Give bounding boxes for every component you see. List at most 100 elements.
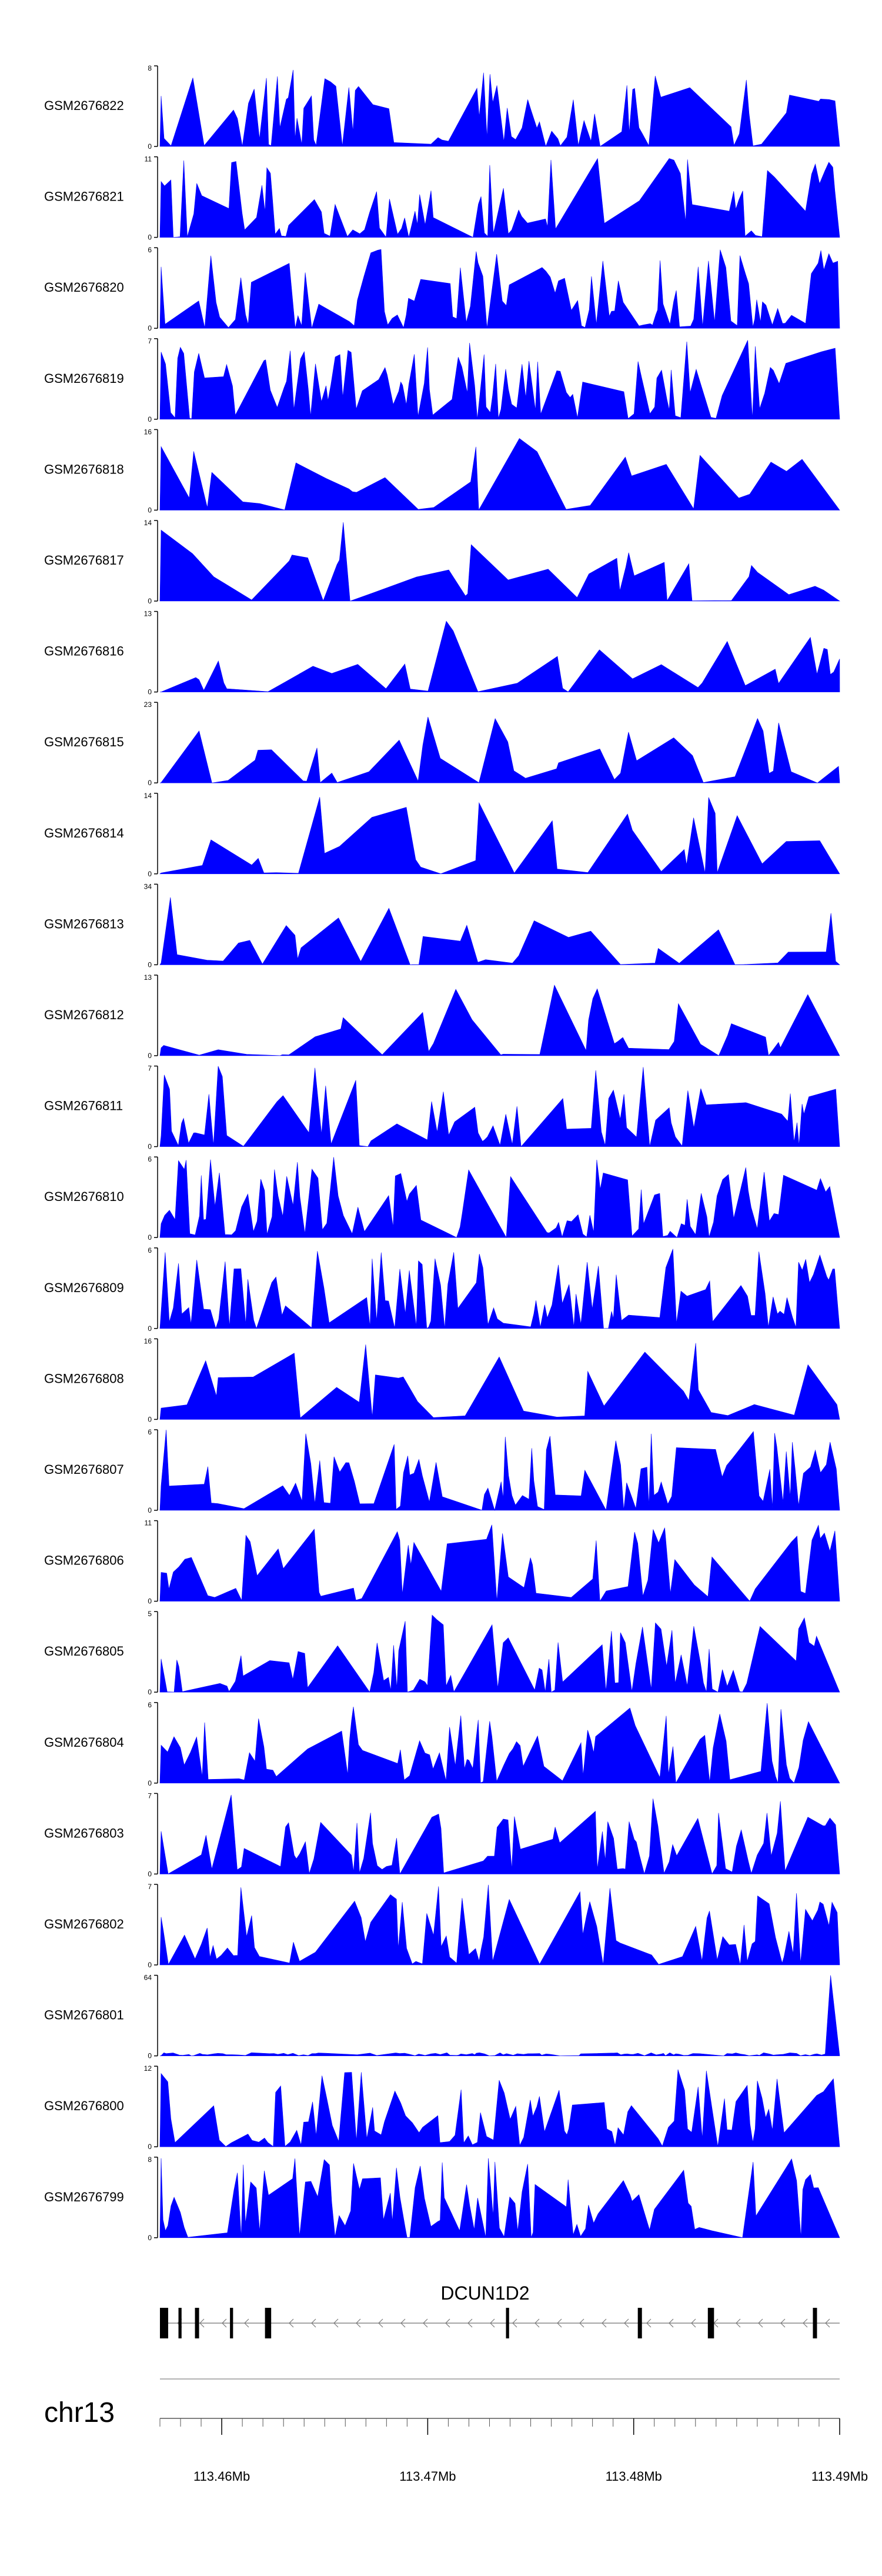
strand-chevron (780, 2318, 786, 2328)
y-tick-label: 0 (148, 1870, 152, 1878)
y-tick-label: 0 (148, 2234, 152, 2242)
coverage-area (159, 158, 840, 238)
y-tick-label: 0 (148, 1779, 152, 1787)
coverage-area (159, 1343, 840, 1420)
track-label: GSM2676806 (44, 1553, 124, 1568)
exon (195, 2308, 199, 2338)
coverage-area (159, 620, 840, 692)
y-tick-label: 0 (148, 870, 152, 878)
strand-chevron (691, 2318, 696, 2328)
strand-chevron (646, 2318, 652, 2328)
y-tick-label: 12 (144, 2064, 152, 2073)
y-tick-label: 13 (144, 973, 152, 982)
y-tick-label: 0 (148, 415, 152, 423)
y-tick-label: 14 (144, 792, 152, 800)
exon (160, 2308, 169, 2338)
coverage-area (159, 1157, 840, 1239)
track-label: GSM2676821 (44, 189, 124, 204)
x-tick-label: 113.48Mb (606, 2469, 662, 2484)
y-tick-label: 0 (148, 1506, 152, 1514)
track-label: GSM2676818 (44, 462, 124, 476)
coverage-area (159, 438, 840, 511)
track-label: GSM2676801 (44, 2008, 124, 2023)
x-tick-label: 113.47Mb (399, 2469, 456, 2484)
y-tick-label: 16 (144, 428, 152, 436)
strand-chevron (579, 2318, 584, 2328)
exon (506, 2308, 509, 2338)
track-label: GSM2676807 (44, 1462, 124, 1477)
y-tick-label: 34 (144, 882, 152, 890)
track-label: GSM2676819 (44, 371, 124, 386)
strand-chevron (557, 2318, 562, 2328)
y-tick-label: 0 (148, 142, 152, 151)
y-tick-label: 8 (148, 2155, 152, 2164)
coverage-area (159, 897, 840, 965)
coverage-area (159, 2069, 840, 2147)
strand-chevron (222, 2318, 227, 2328)
y-tick-label: 0 (148, 1415, 152, 1423)
y-tick-label: 0 (148, 1961, 152, 1969)
y-tick-label: 6 (148, 246, 152, 254)
strand-chevron (534, 2318, 540, 2328)
strand-chevron (311, 2318, 316, 2328)
y-tick-label: 0 (148, 597, 152, 605)
y-tick-label: 6 (148, 1701, 152, 1709)
y-tick-label: 7 (148, 1883, 152, 1891)
coverage-area (159, 1249, 840, 1329)
strand-chevron (602, 2318, 607, 2328)
track-label: GSM2676811 (44, 1099, 123, 1113)
x-tick-label: 113.46Mb (193, 2469, 250, 2484)
y-tick-label: 11 (145, 1519, 152, 1527)
coverage-area (159, 1066, 840, 1147)
y-tick-label: 8 (148, 64, 152, 72)
track-label: GSM2676813 (44, 916, 124, 931)
strand-chevron (467, 2318, 473, 2328)
y-tick-label: 64 (144, 1974, 152, 1982)
gene-name-label: DCUN1D2 (440, 2283, 529, 2304)
strand-chevron (758, 2318, 763, 2328)
exon (707, 2308, 714, 2338)
track-label: GSM2676816 (44, 644, 124, 659)
y-tick-label: 0 (148, 1233, 152, 1242)
y-tick-label: 0 (148, 233, 152, 242)
track-label: GSM2676802 (44, 1917, 124, 1931)
coverage-area (159, 1975, 840, 2056)
strand-chevron (490, 2318, 495, 2328)
strand-chevron (825, 2318, 830, 2328)
y-tick-label: 5 (148, 1610, 152, 1618)
coverage-area (159, 797, 840, 875)
coverage-area (159, 522, 840, 602)
y-tick-label: 0 (148, 960, 152, 969)
track-label: GSM2676810 (44, 1189, 124, 1204)
track-label: GSM2676803 (44, 1826, 124, 1840)
y-tick-label: 0 (148, 2052, 152, 2060)
exon (265, 2308, 272, 2338)
coverage-area (159, 1884, 840, 1966)
strand-chevron (289, 2318, 294, 2328)
y-tick-label: 0 (148, 1052, 152, 1060)
coverage-area (159, 2158, 840, 2238)
y-tick-label: 0 (148, 688, 152, 696)
track-label: GSM2676820 (44, 280, 124, 295)
strand-chevron (199, 2318, 205, 2328)
strand-chevron (624, 2318, 629, 2328)
track-label: GSM2676808 (44, 1371, 124, 1386)
track-label: GSM2676805 (44, 1644, 124, 1659)
track-label: GSM2676817 (44, 553, 124, 568)
track-label: GSM2676815 (44, 735, 124, 749)
y-tick-label: 7 (148, 1065, 152, 1073)
strand-chevron (423, 2318, 428, 2328)
strand-chevron (512, 2318, 517, 2328)
coverage-area (159, 69, 840, 147)
strand-chevron (736, 2318, 741, 2328)
y-tick-label: 6 (148, 1246, 152, 1254)
exon (230, 2308, 233, 2338)
y-tick-label: 13 (144, 610, 152, 618)
strand-chevron (400, 2318, 406, 2328)
y-tick-label: 0 (148, 506, 152, 514)
track-label: GSM2676800 (44, 2098, 124, 2113)
y-tick-label: 0 (148, 1688, 152, 1696)
y-tick-label: 23 (144, 700, 152, 709)
y-tick-label: 0 (148, 1143, 152, 1151)
strand-chevron (445, 2318, 450, 2328)
